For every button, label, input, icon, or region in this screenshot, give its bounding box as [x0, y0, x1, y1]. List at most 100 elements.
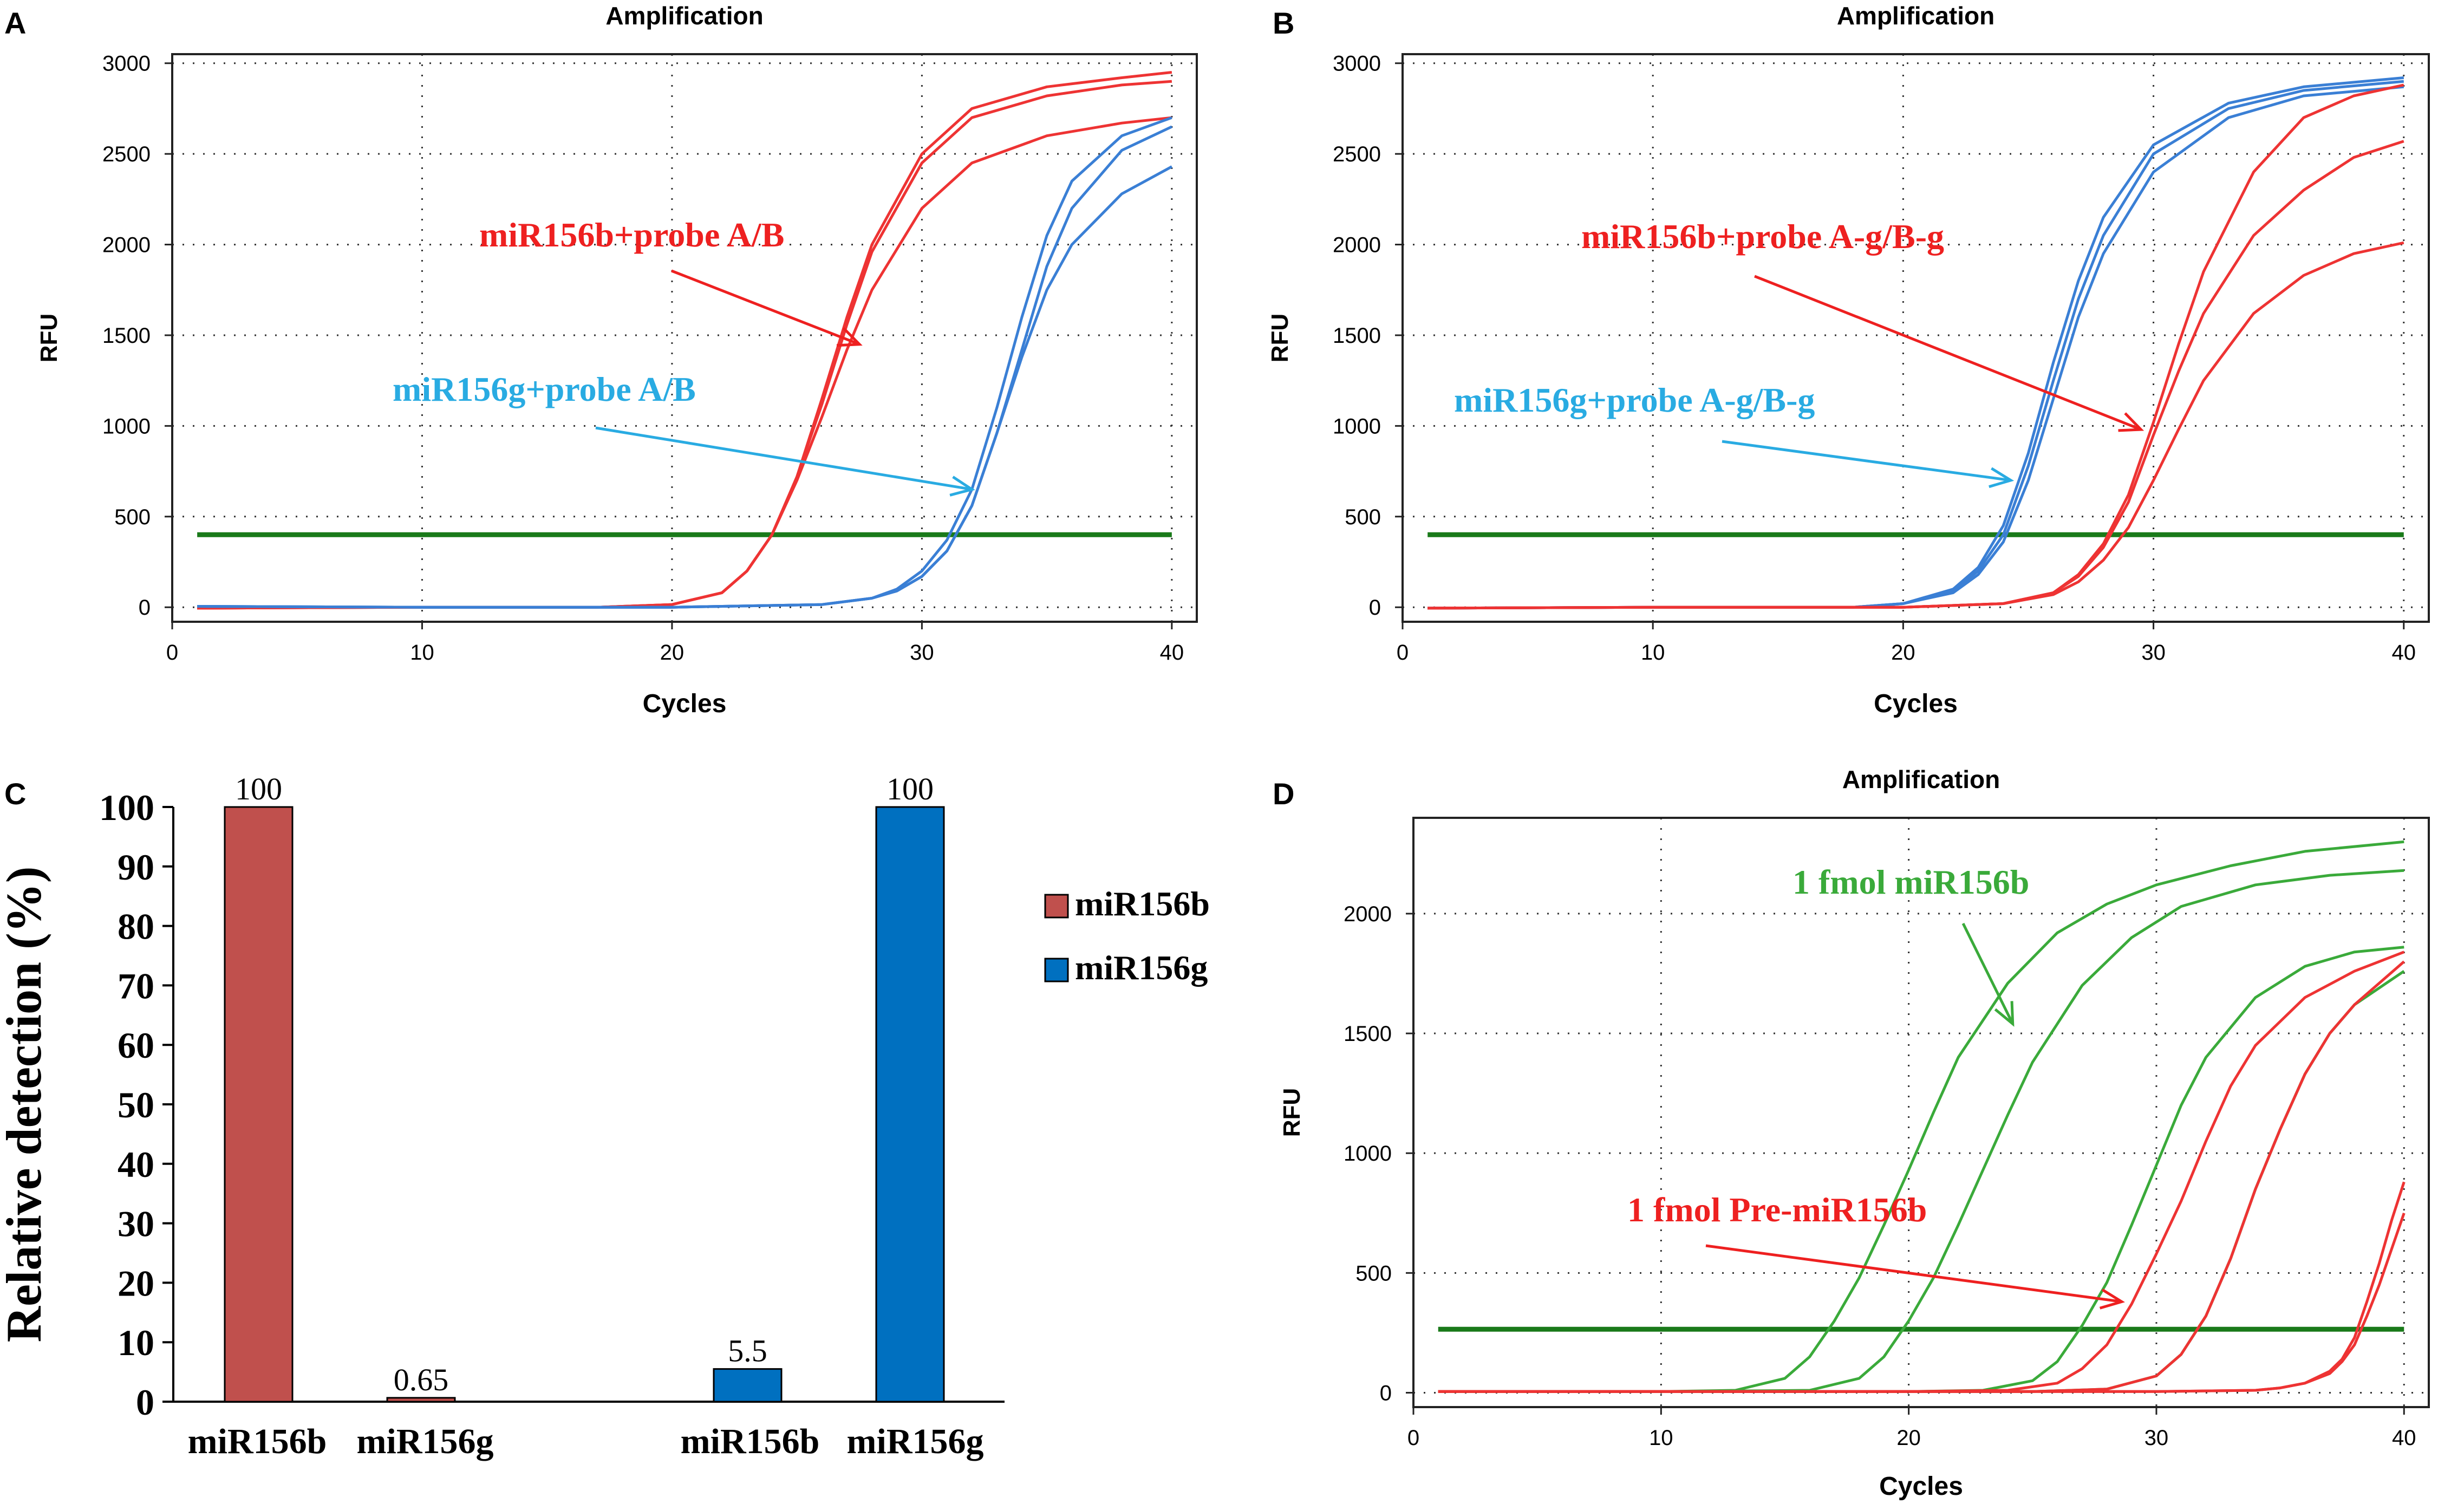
- panel-c-bar: [224, 806, 294, 1403]
- panel-c-data-label: 0.65: [394, 1362, 449, 1397]
- panel-b-annotation-arrow: [1754, 275, 2142, 431]
- panel-a-x-tick-label: 20: [660, 641, 685, 665]
- panel-c-y-tick-label: 90: [118, 847, 154, 888]
- panel-d-plot-frame: [1412, 817, 2430, 1408]
- panel-a-annotation-arrow: [671, 269, 860, 346]
- panel-b-y-tick-label: 0: [1369, 596, 1381, 620]
- panel-c-y-tick-label: 0: [136, 1382, 154, 1423]
- panel-b-annotation-arrow: [1722, 440, 2011, 482]
- panel-d-annotation-arrowhead: [2099, 1288, 2126, 1310]
- panel-a-annotation-label: miR156g+probe A/B: [393, 370, 696, 408]
- panel-a-plot-frame: [171, 53, 1198, 623]
- panel-d-x-axis-label: Cycles: [1879, 1472, 1963, 1501]
- panel-a-annotation-label: miR156b+probe A/B: [479, 216, 784, 254]
- panel-a-y-tick-label: 0: [139, 596, 151, 620]
- panel-c-category-label: miR156b: [681, 1422, 820, 1461]
- panel-d-series-line: [1438, 951, 2405, 1393]
- panel-b-plot-frame: [1402, 53, 2430, 623]
- panel-c-data-label: 5.5: [728, 1333, 767, 1369]
- panel-a-y-tick-label: 500: [114, 505, 151, 529]
- panel-d-y-tick-label: 1000: [1344, 1142, 1392, 1166]
- panel-b-x-axis-label: Cycles: [1874, 689, 1958, 718]
- panel-letter-a: A: [4, 6, 26, 40]
- panel-c-bar: [386, 1397, 456, 1403]
- panel-c-y-tick-label: 60: [118, 1025, 154, 1066]
- panel-d-y-tick-label: 500: [1355, 1261, 1392, 1285]
- panel-d-series-line: [1438, 1212, 2406, 1393]
- panel-c-y-tick-label: 50: [118, 1084, 154, 1125]
- panel-a-series-line: [197, 165, 1173, 609]
- panel-b-x-tick-label: 30: [2141, 641, 2166, 665]
- panel-d-title: Amplification: [1842, 765, 2000, 793]
- panel-b-x-tick-label: 10: [1641, 641, 1665, 665]
- panel-c-data-label: 100: [235, 771, 282, 806]
- panel-a-x-tick-label: 40: [1160, 641, 1184, 665]
- panel-b-y-tick-label: 2000: [1333, 233, 1381, 257]
- panel-a-y-tick-label: 1000: [102, 414, 151, 438]
- panel-a-x-tick-label: 10: [410, 641, 434, 665]
- panel-c-legend-swatch: [1044, 894, 1069, 919]
- panel-a-annotation-arrowhead: [949, 476, 975, 497]
- panel-c-y-axis-label: Relative detection (%): [0, 867, 51, 1343]
- panel-c-bar: [875, 806, 945, 1403]
- panel-c-chart: 0 10 20 30 40 50 60 70 80 90 100 Relative detection…: [0, 771, 1210, 1461]
- panel-c-y-tick-label: 20: [118, 1262, 154, 1304]
- panel-b-y-tick-label: 2500: [1333, 142, 1381, 166]
- panel-d-y-tick-label: 0: [1380, 1381, 1392, 1405]
- panel-d-annotation-arrow: [1961, 922, 2014, 1025]
- panel-d-y-axis-label: RFU: [1279, 1088, 1305, 1137]
- panel-d-series-line: [1438, 840, 2404, 1393]
- panel-d-chart: Amplification 0 10 20 30 40 0 500 1000 1500 2000 Cy…: [1279, 765, 2430, 1501]
- panel-c-y-tick-label: 70: [118, 965, 154, 1006]
- panel-a-y-tick-label: 3000: [102, 52, 151, 76]
- panel-d-x-tick-label: 10: [1649, 1426, 1673, 1450]
- panel-b-title: Amplification: [1837, 2, 1994, 30]
- panel-a-y-tick-label: 2000: [102, 233, 151, 257]
- panel-a-y-axis-label: RFU: [36, 314, 62, 362]
- panel-a-x-tick-label: 0: [166, 641, 178, 665]
- panel-a-y-tick-label: 2500: [102, 142, 151, 166]
- panel-b-annotation-label: miR156g+probe A-g/B-g: [1454, 381, 1815, 419]
- panel-a-x-tick-label: 30: [910, 641, 934, 665]
- panel-d-y-tick-label: 1500: [1344, 1022, 1392, 1046]
- panel-c-y-tick-label: 40: [118, 1144, 154, 1185]
- panel-d-y-tick-label: 2000: [1344, 902, 1392, 926]
- panel-b-x-tick-label: 40: [2392, 641, 2416, 665]
- panel-d-annotation-arrow: [1705, 1244, 2122, 1303]
- panel-c-data-label: 100: [886, 771, 934, 806]
- panel-d-x-tick-label: 40: [2392, 1426, 2416, 1450]
- panel-letter-d: D: [1273, 777, 1294, 811]
- panel-c-bar: [713, 1368, 783, 1403]
- panel-b-y-tick-label: 1500: [1333, 324, 1381, 348]
- panel-b-x-tick-label: 0: [1397, 641, 1409, 665]
- panel-a-x-axis-label: Cycles: [643, 689, 727, 718]
- panel-d-annotation-label: 1 fmol miR156b: [1792, 863, 2029, 901]
- panel-b-y-tick-label: 3000: [1333, 52, 1381, 76]
- panel-b-y-tick-label: 1000: [1333, 414, 1381, 438]
- panel-letter-b: B: [1273, 6, 1294, 40]
- panel-b-annotation-arrowhead: [2118, 412, 2144, 432]
- panel-a-y-tick-label: 1500: [102, 324, 151, 348]
- panel-d-annotation-label: 1 fmol Pre-miR156b: [1627, 1190, 1927, 1229]
- panel-d-x-tick-label: 30: [2144, 1426, 2169, 1450]
- panel-b-chart: Amplification 0 10 20 30 40 0 500 1000 1500 2000 25…: [1267, 2, 2430, 718]
- panel-c-y-tick-label: 100: [99, 787, 154, 828]
- panel-b-series-line: [1427, 241, 2404, 610]
- panel-b-annotation-arrowhead: [1989, 467, 2015, 489]
- panel-c-legend-label: miR156g: [1075, 948, 1208, 987]
- panel-b-annotation-label: miR156b+probe A-g/B-g: [1581, 217, 1944, 256]
- panel-d-series-line: [1438, 869, 2404, 1393]
- panel-a-annotation-arrow: [595, 426, 973, 491]
- panel-b-x-tick-label: 20: [1891, 641, 1915, 665]
- panel-c-category-label: miR156g: [357, 1422, 494, 1461]
- panel-c-y-tick-label: 10: [118, 1322, 154, 1363]
- panel-b-y-axis-label: RFU: [1267, 314, 1293, 362]
- panel-c-y-tick-label: 80: [118, 906, 154, 947]
- panel-c-category-label: miR156b: [188, 1422, 327, 1461]
- panel-d-series-line: [1438, 946, 2404, 1393]
- panel-a-title: Amplification: [605, 2, 763, 30]
- panel-a-chart: Amplification 0 10 20 30 40 0 500 1000 1500 2000 25…: [36, 2, 1198, 718]
- panel-c-y-tick-label: 30: [118, 1203, 154, 1245]
- panel-d-x-tick-label: 0: [1407, 1426, 1419, 1450]
